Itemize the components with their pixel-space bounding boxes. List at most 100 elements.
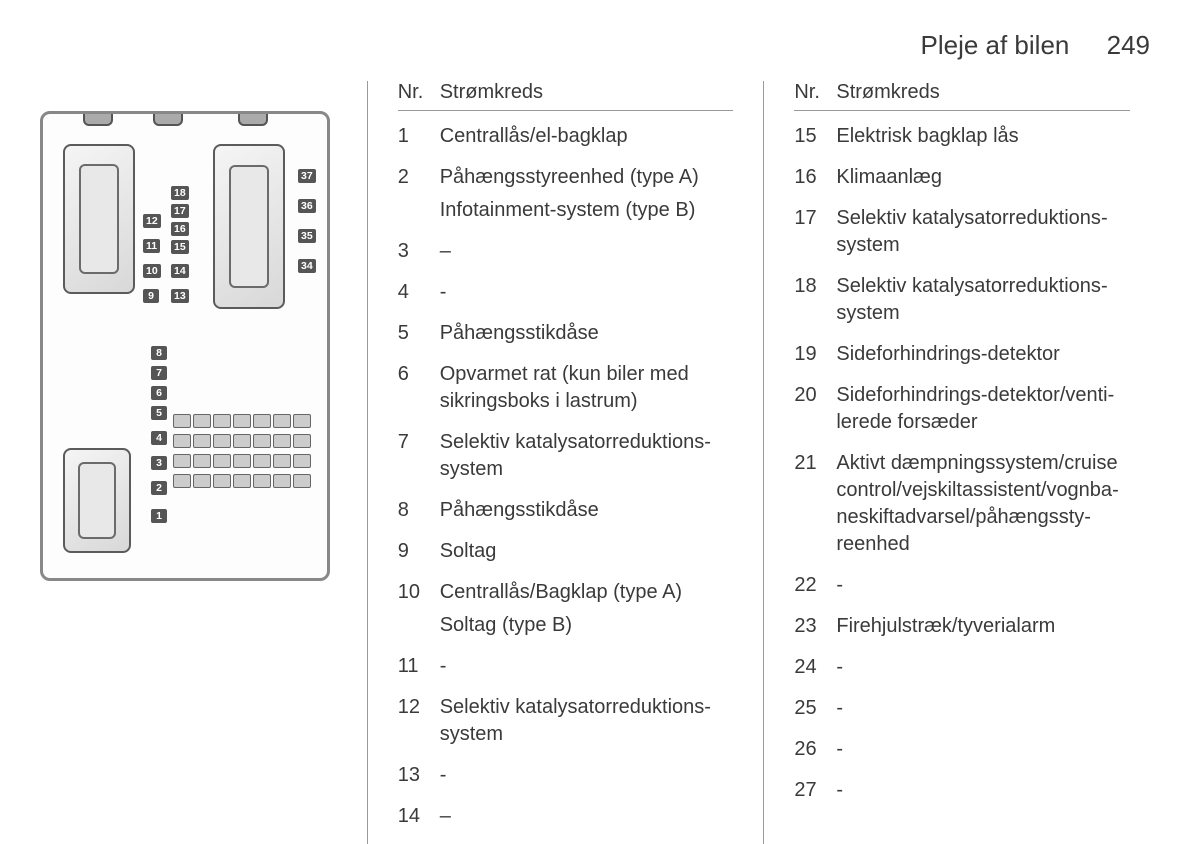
circuit-description: - (836, 695, 1130, 722)
mini-fuse (273, 414, 291, 428)
circuit-number: 5 (398, 320, 440, 347)
circuit-row: 13- (398, 762, 734, 789)
connector-stub (153, 111, 183, 126)
circuit-description: Klimaanlæg (836, 164, 1130, 191)
circuit-list: 1Centrallås/el-bagklap 2Påhængsstyreenhed… (398, 123, 734, 830)
mini-fuse (173, 454, 191, 468)
circuit-row: 5Påhængsstikdåse (398, 320, 734, 347)
circuit-description: - (836, 572, 1130, 599)
circuit-row: 15Elektrisk bagklap lås (794, 123, 1130, 150)
mini-fuse (213, 454, 231, 468)
mini-fuse (253, 414, 271, 428)
mini-fuse (233, 434, 251, 448)
fuse-label: 2 (151, 481, 167, 495)
circuit-number: 14 (398, 803, 440, 830)
circuit-row: 9Soltag (398, 538, 734, 565)
mini-fuse (193, 454, 211, 468)
fuse-label: 6 (151, 386, 167, 400)
circuit-row: 16Klimaanlæg (794, 164, 1130, 191)
circuit-description: Påhængsstikdåse (440, 320, 734, 347)
circuit-number: 8 (398, 497, 440, 524)
circuit-number: 21 (794, 450, 836, 558)
mini-fuse (293, 454, 311, 468)
circuit-description: - (836, 736, 1130, 763)
circuit-number: 10 (398, 579, 440, 639)
mini-fuse (173, 414, 191, 428)
mini-fuse (213, 434, 231, 448)
fuse-label: 4 (151, 431, 167, 445)
mini-fuse (193, 474, 211, 488)
circuit-row: 27- (794, 777, 1130, 804)
fuse-label: 34 (298, 259, 316, 273)
fuse-label: 10 (143, 264, 161, 278)
fuse-label: 18 (171, 186, 189, 200)
connector-stub (238, 111, 268, 126)
fuse-label: 35 (298, 229, 316, 243)
fuse-label: 12 (143, 214, 161, 228)
mini-fuse (213, 474, 231, 488)
circuit-number: 3 (398, 238, 440, 265)
circuit-number: 6 (398, 361, 440, 415)
circuit-number: 16 (794, 164, 836, 191)
circuit-row: 4- (398, 279, 734, 306)
circuit-number: 22 (794, 572, 836, 599)
fuse-label: 7 (151, 366, 167, 380)
circuit-description: Sideforhindrings-detektor/venti­lerede f… (836, 382, 1130, 436)
mini-fuse (273, 474, 291, 488)
circuit-number: 12 (398, 694, 440, 748)
circuit-row: 17Selektiv katalysatorreduktions­system (794, 205, 1130, 259)
mini-fuse (293, 474, 311, 488)
circuit-description-sub: Soltag (type B) (440, 612, 734, 639)
header-circuit: Strømkreds (836, 81, 939, 104)
circuit-description: Sideforhindrings-detektor (836, 341, 1130, 368)
circuit-row: 20Sideforhindrings-detektor/venti­lerede… (794, 382, 1130, 436)
circuit-number: 27 (794, 777, 836, 804)
mini-fuse (233, 414, 251, 428)
circuit-description-sub: Infotainment-system (type B) (440, 197, 734, 224)
circuit-description: - (836, 777, 1130, 804)
mini-fuse (293, 434, 311, 448)
circuit-description: - (440, 653, 734, 680)
relay-block (213, 144, 285, 309)
circuit-number: 18 (794, 273, 836, 327)
circuit-row: 21Aktivt dæmpningssystem/cruise control/… (794, 450, 1130, 558)
mini-fuse (253, 474, 271, 488)
fuse-label: 15 (171, 240, 189, 254)
circuit-row: 3– (398, 238, 734, 265)
circuit-list: 15Elektrisk bagklap lås 16Klimaanlæg 17Sel… (794, 123, 1130, 804)
minifuse-area (63, 414, 307, 544)
fuse-label: 11 (143, 239, 160, 253)
fuse-label: 8 (151, 346, 167, 360)
circuit-row: 10Centrallås/Bagklap (type A)Soltag (typ… (398, 579, 734, 639)
circuit-row: 7Selektiv katalysatorreduktions­system (398, 429, 734, 483)
circuit-row: 12Selektiv katalysatorreduktions­system (398, 694, 734, 748)
circuit-row: 24- (794, 654, 1130, 681)
header-circuit: Strømkreds (440, 81, 543, 104)
circuit-row: 2Påhængsstyreenhed (type A)Infotainment-… (398, 164, 734, 224)
circuit-number: 13 (398, 762, 440, 789)
circuit-number: 17 (794, 205, 836, 259)
circuit-number: 11 (398, 653, 440, 680)
circuit-row: 6Opvarmet rat (kun biler med sikringsbok… (398, 361, 734, 415)
table-header: Nr. Strømkreds (794, 81, 1130, 111)
mini-fuse (293, 414, 311, 428)
circuit-number: 1 (398, 123, 440, 150)
circuit-row: 26- (794, 736, 1130, 763)
circuit-description: Selektiv katalysatorreduktions­system (440, 429, 734, 483)
mini-fuse (193, 414, 211, 428)
circuit-row: 22- (794, 572, 1130, 599)
circuit-row: 19Sideforhindrings-detektor (794, 341, 1130, 368)
mini-fuse (173, 474, 191, 488)
section-title: Pleje af bilen (920, 30, 1069, 60)
circuit-description: Selektiv katalysatorreduktions­system (440, 694, 734, 748)
circuit-description: Centrallås/Bagklap (type A)Soltag (type … (440, 579, 734, 639)
fuse-label: 14 (171, 264, 189, 278)
circuit-description: – (440, 238, 734, 265)
fuse-label: 17 (171, 204, 189, 218)
circuit-number: 2 (398, 164, 440, 224)
page-number: 249 (1107, 30, 1150, 60)
fuse-label: 5 (151, 406, 167, 420)
circuit-description: Centrallås/el-bagklap (440, 123, 734, 150)
fuse-label: 37 (298, 169, 316, 183)
circuit-number: 24 (794, 654, 836, 681)
